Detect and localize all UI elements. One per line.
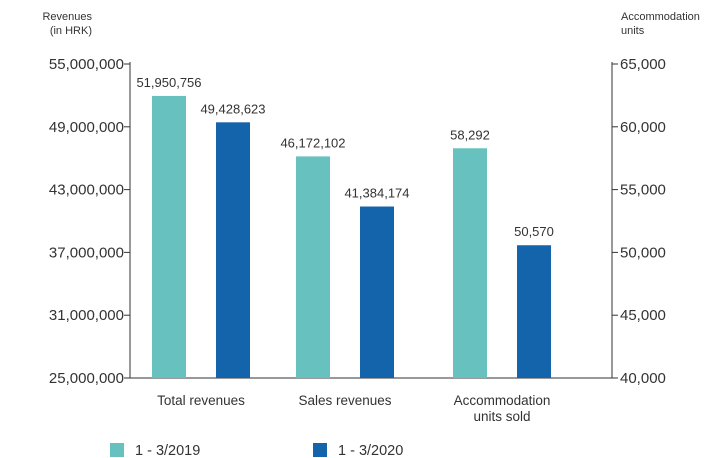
right-tick-label: 50,000 xyxy=(620,244,666,261)
legend-swatch xyxy=(110,443,124,457)
left-tick-label: 37,000,000 xyxy=(49,244,124,261)
left-axis-title: Revenues xyxy=(42,11,92,23)
right-tick-label: 55,000 xyxy=(620,182,666,199)
data-label: 46,172,102 xyxy=(280,135,345,150)
left-tick-label: 43,000,000 xyxy=(49,182,124,199)
bar xyxy=(453,148,487,378)
bar xyxy=(296,156,330,378)
bar xyxy=(216,122,250,378)
left-tick-label: 31,000,000 xyxy=(49,307,124,324)
category-label: units sold xyxy=(473,409,530,424)
bar xyxy=(152,95,186,379)
left-tick-label: 55,000,000 xyxy=(49,56,124,73)
left-tick-label: 25,000,000 xyxy=(49,370,124,387)
data-label: 49,428,623 xyxy=(200,101,265,116)
right-axis-title: units xyxy=(621,25,645,37)
bar xyxy=(360,206,394,378)
left-tick-label: 49,000,000 xyxy=(49,119,124,136)
right-tick-label: 65,000 xyxy=(620,56,666,73)
bar xyxy=(517,245,551,378)
right-tick-label: 40,000 xyxy=(620,370,666,387)
right-tick-label: 60,000 xyxy=(620,119,666,136)
right-tick-label: 45,000 xyxy=(620,307,666,324)
data-label: 50,570 xyxy=(514,224,554,239)
category-label: Total revenues xyxy=(157,393,245,408)
data-label: 58,292 xyxy=(450,127,490,142)
data-label: 41,384,174 xyxy=(344,186,409,201)
legend-swatch xyxy=(313,443,327,457)
category-label: Sales revenues xyxy=(298,393,391,408)
legend-label: 1 - 3/2019 xyxy=(135,443,200,458)
data-label: 51,950,756 xyxy=(136,75,201,90)
left-axis-title: (in HRK) xyxy=(50,25,92,37)
category-label: Accommodation xyxy=(454,393,551,408)
legend-label: 1 - 3/2020 xyxy=(338,443,403,458)
right-axis-title: Accommodation xyxy=(621,11,700,23)
